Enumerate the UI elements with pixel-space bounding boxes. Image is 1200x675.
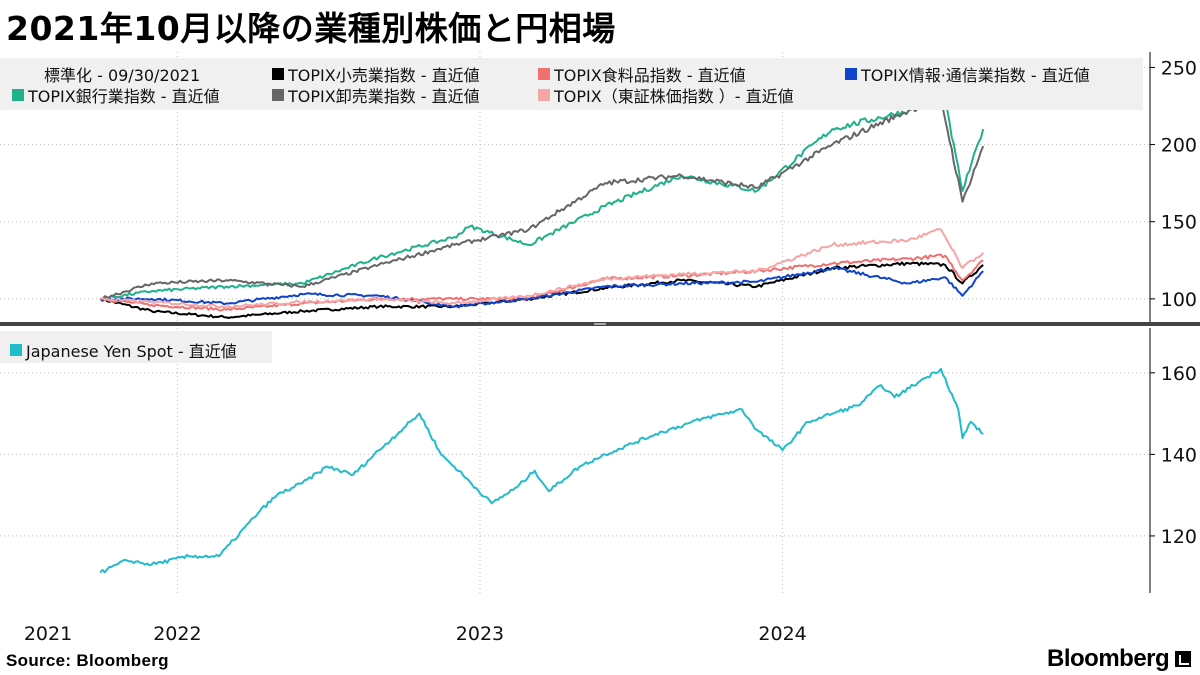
legend-item-info: TOPIX情報·通信業指数 - 直近値 xyxy=(845,62,1090,86)
series-line-0-2 xyxy=(99,266,984,309)
legend-item-food: TOPIX食料品指数 - 直近値 xyxy=(538,62,746,86)
panel-divider-handle xyxy=(594,323,606,325)
series-line-0-3 xyxy=(100,78,985,301)
series-line-0-5 xyxy=(99,228,984,309)
legend-label-wholesale: TOPIX卸売業指数 - 直近値 xyxy=(288,87,480,106)
x-tick-label-2: 2023 xyxy=(456,623,504,645)
legend-swatch-topix xyxy=(538,89,550,101)
legend-label-retail: TOPIX小売業指数 - 直近値 xyxy=(288,66,480,85)
legend-label-yen: Japanese Yen Spot - 直近値 xyxy=(26,342,237,361)
y-tick-label-1-1: 140 xyxy=(1161,444,1197,466)
legend-swatch-info xyxy=(845,68,857,80)
legend-item-bank: TOPIX銀行業指数 - 直近値 xyxy=(12,83,220,107)
legend-item-wholesale: TOPIX卸売業指数 - 直近値 xyxy=(272,83,480,107)
legend-swatch-food xyxy=(538,68,550,80)
x-tick-label-3: 2024 xyxy=(758,623,806,645)
series-line-0-4 xyxy=(100,95,985,300)
chart-title: 2021年10月以降の業種別株価と円相場 xyxy=(6,9,616,48)
legend-label-bank: TOPIX銀行業指数 - 直近値 xyxy=(28,87,220,106)
brand-logo: Bloomberg xyxy=(1047,645,1192,673)
bloomberg-terminal-icon xyxy=(1175,651,1192,667)
legend-swatch-bank xyxy=(12,89,24,101)
y-tick-label-1-0: 120 xyxy=(1161,526,1197,548)
y-tick-label-0-1: 150 xyxy=(1161,212,1197,234)
series-line-0-1 xyxy=(99,253,984,312)
source-note: Source: Bloomberg xyxy=(6,651,169,670)
legend-normalize-note: 標準化 - 09/30/2021 xyxy=(44,66,201,85)
legend-swatch-yen xyxy=(10,344,22,356)
legend-swatch-wholesale xyxy=(272,89,284,101)
legend-item-yen: Japanese Yen Spot - 直近値 xyxy=(10,338,237,362)
legend-label-info: TOPIX情報·通信業指数 - 直近値 xyxy=(861,66,1090,85)
y-tick-label-0-2: 200 xyxy=(1161,135,1197,157)
legend-bottom: Japanese Yen Spot - 直近値 xyxy=(0,331,272,363)
legend-item-retail: TOPIX小売業指数 - 直近値 xyxy=(272,62,480,86)
y-tick-label-0-0: 100 xyxy=(1161,289,1197,311)
series-line-0-0 xyxy=(99,261,984,319)
legend-item-topix: TOPIX（東証株価指数 ）- 直近値 xyxy=(538,83,794,107)
legend-top: 標準化 - 09/30/2021 TOPIX小売業指数 - 直近値 TOPIX食… xyxy=(0,58,1143,110)
legend-swatch-retail xyxy=(272,68,284,80)
x-tick-label-0: 2021 xyxy=(24,623,72,645)
y-tick-label-0-3: 250 xyxy=(1161,57,1197,79)
series-line-1-0 xyxy=(99,367,984,574)
legend-label-food: TOPIX食料品指数 - 直近値 xyxy=(554,66,746,85)
y-tick-label-1-2: 160 xyxy=(1161,363,1197,385)
brand-name: Bloomberg xyxy=(1047,645,1170,672)
legend-label-topix: TOPIX（東証株価指数 ）- 直近値 xyxy=(554,87,794,106)
x-tick-label-1: 2022 xyxy=(153,623,201,645)
